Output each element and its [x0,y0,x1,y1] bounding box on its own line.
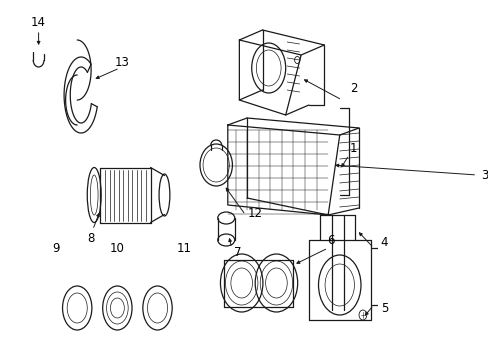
Text: 8: 8 [87,231,95,244]
Text: 3: 3 [480,168,488,181]
Text: 10: 10 [110,242,124,255]
Text: 9: 9 [52,242,59,255]
Text: 5: 5 [380,302,387,315]
Text: 7: 7 [234,246,241,258]
Text: 4: 4 [380,235,387,248]
Text: 11: 11 [176,242,191,255]
Text: 6: 6 [326,234,334,247]
Text: 12: 12 [247,207,262,220]
Text: 14: 14 [31,15,46,28]
Text: 1: 1 [349,141,357,154]
Text: 13: 13 [114,55,129,68]
Text: 2: 2 [349,81,357,95]
